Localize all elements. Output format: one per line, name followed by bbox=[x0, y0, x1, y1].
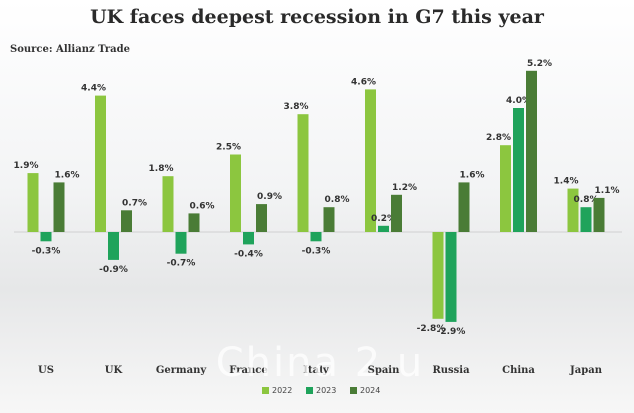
bar-uk-2022 bbox=[95, 95, 106, 232]
bar-japan-2022 bbox=[567, 188, 579, 232]
data-label: 0.2% bbox=[371, 214, 396, 224]
legend-swatch-2022 bbox=[262, 387, 269, 394]
data-label: -0.3% bbox=[32, 246, 61, 256]
data-label: 4.6% bbox=[351, 77, 376, 87]
bar-uk-2024 bbox=[121, 210, 132, 232]
bar-france-2023 bbox=[243, 232, 254, 245]
legend-label-2023: 2023 bbox=[316, 386, 336, 395]
data-label: 1.8% bbox=[149, 164, 174, 174]
category-label: France bbox=[229, 365, 267, 376]
data-label: 0.9% bbox=[257, 192, 282, 202]
data-label: 2.5% bbox=[216, 143, 241, 153]
data-label: -0.7% bbox=[167, 259, 196, 269]
bar-germany-2022 bbox=[162, 176, 174, 232]
category-label: China bbox=[502, 365, 535, 376]
data-label: 1.4% bbox=[554, 177, 579, 187]
category-label: Spain bbox=[368, 365, 400, 376]
chart-source: Source: Allianz Trade bbox=[10, 44, 130, 55]
bar-spain-2023 bbox=[378, 225, 389, 232]
bar-france-2024 bbox=[256, 204, 267, 232]
legend-label-2024: 2024 bbox=[360, 386, 380, 395]
bar-germany-2024 bbox=[188, 213, 200, 232]
bar-china-2023 bbox=[513, 108, 524, 232]
data-label: 1.1% bbox=[595, 186, 620, 196]
legend-label-2022: 2022 bbox=[272, 386, 292, 395]
legend-swatch-2023 bbox=[306, 387, 313, 394]
data-label: -2.9% bbox=[437, 327, 466, 337]
bar-japan-2024 bbox=[593, 197, 605, 232]
watermark-text: China 2 u bbox=[215, 340, 425, 386]
data-label: 0.6% bbox=[190, 201, 215, 211]
bar-us-2022 bbox=[27, 173, 39, 232]
bar-italy-2023 bbox=[310, 232, 322, 242]
data-label: 1.9% bbox=[14, 161, 39, 171]
category-label: Japan bbox=[569, 365, 603, 376]
data-label: 1.6% bbox=[55, 170, 80, 180]
data-label: 4.0% bbox=[506, 96, 531, 106]
bar-japan-2023 bbox=[580, 207, 592, 232]
data-label: 3.8% bbox=[284, 102, 309, 112]
data-label: -0.4% bbox=[234, 249, 263, 259]
data-label: -2.8% bbox=[417, 324, 446, 334]
bar-uk-2023 bbox=[108, 232, 119, 260]
bar-spain-2024 bbox=[391, 194, 402, 232]
bar-italy-2022 bbox=[297, 114, 309, 232]
data-label: 1.2% bbox=[392, 183, 417, 193]
category-label: US bbox=[38, 365, 54, 376]
bar-germany-2023 bbox=[175, 232, 187, 254]
category-label: Russia bbox=[432, 365, 470, 376]
bar-italy-2024 bbox=[323, 207, 335, 232]
bar-france-2022 bbox=[230, 154, 241, 232]
data-label: 0.7% bbox=[122, 198, 147, 208]
bar-russia-2022 bbox=[432, 232, 444, 319]
bar-china-2024 bbox=[526, 70, 537, 232]
category-label: UK bbox=[105, 365, 123, 376]
bar-china-2022 bbox=[500, 145, 511, 232]
chart-title: UK faces deepest recession in G7 this ye… bbox=[90, 6, 544, 28]
data-label: 0.8% bbox=[325, 195, 350, 205]
bar-russia-2024 bbox=[458, 182, 470, 232]
data-label: 1.6% bbox=[460, 170, 485, 180]
bar-russia-2023 bbox=[445, 232, 457, 322]
category-label: Italy bbox=[303, 365, 330, 376]
legend-swatch-2024 bbox=[350, 387, 357, 394]
data-label: -0.3% bbox=[302, 246, 331, 256]
data-label: 4.4% bbox=[81, 84, 106, 94]
bar-us-2024 bbox=[53, 182, 65, 232]
bar-spain-2022 bbox=[365, 89, 376, 233]
data-label: 0.8% bbox=[574, 195, 599, 205]
data-label: -0.9% bbox=[99, 265, 128, 275]
data-label: 5.2% bbox=[527, 59, 552, 69]
data-label: 2.8% bbox=[486, 133, 511, 143]
bar-us-2023 bbox=[40, 232, 52, 242]
category-label: Germany bbox=[156, 365, 208, 376]
